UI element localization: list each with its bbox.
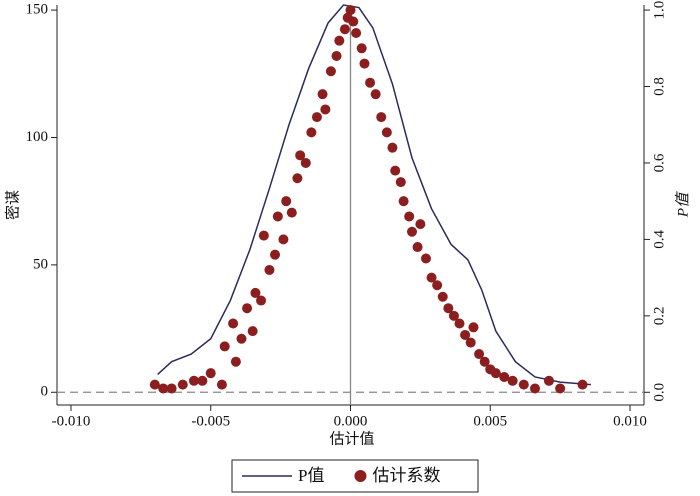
point bbox=[365, 77, 376, 88]
point bbox=[395, 177, 406, 188]
x-tick-label: -0.005 bbox=[191, 413, 230, 429]
point bbox=[300, 157, 311, 168]
point bbox=[390, 165, 401, 176]
point bbox=[359, 58, 370, 69]
point bbox=[443, 303, 454, 314]
point bbox=[149, 379, 160, 390]
point bbox=[415, 219, 426, 230]
legend-label: 估计系数 bbox=[372, 466, 440, 485]
x-tick-label: 0.000 bbox=[334, 413, 368, 429]
point bbox=[348, 16, 359, 27]
point bbox=[339, 24, 350, 35]
point bbox=[270, 249, 281, 260]
y-axis-label: 密谋 bbox=[4, 190, 21, 220]
point bbox=[577, 379, 588, 390]
point bbox=[292, 173, 303, 184]
point bbox=[256, 295, 267, 306]
point bbox=[320, 104, 331, 115]
point bbox=[219, 341, 230, 352]
point bbox=[404, 211, 415, 222]
point bbox=[197, 375, 208, 386]
point bbox=[406, 226, 417, 237]
point bbox=[387, 142, 398, 153]
point bbox=[331, 50, 342, 61]
x-axis-label: 估计值 bbox=[329, 430, 374, 447]
y-tick-label: 100 bbox=[26, 129, 49, 145]
point bbox=[376, 112, 387, 123]
point bbox=[448, 310, 459, 321]
point bbox=[465, 337, 476, 348]
point bbox=[460, 329, 471, 340]
point bbox=[479, 356, 490, 367]
point bbox=[426, 272, 437, 283]
point bbox=[242, 303, 253, 314]
y2-tick-label: 0.6 bbox=[651, 153, 667, 172]
point bbox=[166, 383, 177, 394]
point bbox=[454, 318, 465, 329]
point bbox=[334, 35, 345, 46]
point bbox=[507, 375, 518, 386]
point bbox=[317, 89, 328, 100]
point bbox=[468, 322, 479, 333]
point bbox=[230, 356, 241, 367]
point bbox=[518, 379, 529, 390]
legend-label: P值 bbox=[298, 466, 324, 485]
point bbox=[529, 383, 540, 394]
point bbox=[250, 287, 261, 298]
point bbox=[490, 368, 501, 379]
point bbox=[205, 368, 216, 379]
x-tick-label: -0.010 bbox=[52, 413, 91, 429]
point bbox=[356, 43, 367, 54]
point bbox=[264, 264, 275, 275]
point bbox=[437, 291, 448, 302]
point bbox=[188, 375, 199, 386]
point bbox=[236, 333, 247, 344]
point bbox=[432, 280, 443, 291]
point bbox=[499, 371, 510, 382]
point bbox=[216, 379, 227, 390]
point bbox=[381, 127, 392, 138]
point bbox=[311, 112, 322, 123]
legend-box bbox=[231, 459, 479, 493]
y2-axis-label: P值 bbox=[674, 191, 691, 218]
point bbox=[351, 28, 362, 39]
point bbox=[555, 383, 566, 394]
point bbox=[281, 196, 292, 207]
legend-swatch bbox=[354, 470, 367, 482]
y2-tick-label: 0.8 bbox=[651, 77, 667, 96]
point bbox=[398, 196, 409, 207]
point bbox=[370, 89, 381, 100]
point bbox=[272, 211, 283, 222]
line bbox=[157, 4, 591, 386]
point bbox=[278, 234, 289, 245]
x-tick-label: 0.010 bbox=[613, 413, 647, 429]
x-tick-label: 0.005 bbox=[473, 413, 507, 429]
point bbox=[177, 379, 188, 390]
point bbox=[474, 349, 485, 360]
y2-tick-label: 0.2 bbox=[651, 306, 667, 325]
point bbox=[295, 150, 306, 161]
point bbox=[258, 230, 269, 241]
point bbox=[228, 318, 239, 329]
point bbox=[158, 383, 169, 394]
point bbox=[325, 66, 336, 77]
y-tick-label: 50 bbox=[33, 256, 48, 272]
point bbox=[420, 253, 431, 264]
point bbox=[247, 326, 258, 337]
y-tick-label: 0 bbox=[41, 384, 49, 400]
point bbox=[345, 5, 356, 16]
point bbox=[543, 375, 554, 386]
y-tick-label: 150 bbox=[26, 2, 49, 18]
y2-tick-label: 0.4 bbox=[651, 230, 667, 249]
y2-tick-label: 0.0 bbox=[651, 383, 667, 402]
y2-tick-label: 1.0 bbox=[651, 1, 667, 20]
point bbox=[412, 242, 423, 253]
point bbox=[306, 127, 317, 138]
point bbox=[286, 207, 297, 218]
